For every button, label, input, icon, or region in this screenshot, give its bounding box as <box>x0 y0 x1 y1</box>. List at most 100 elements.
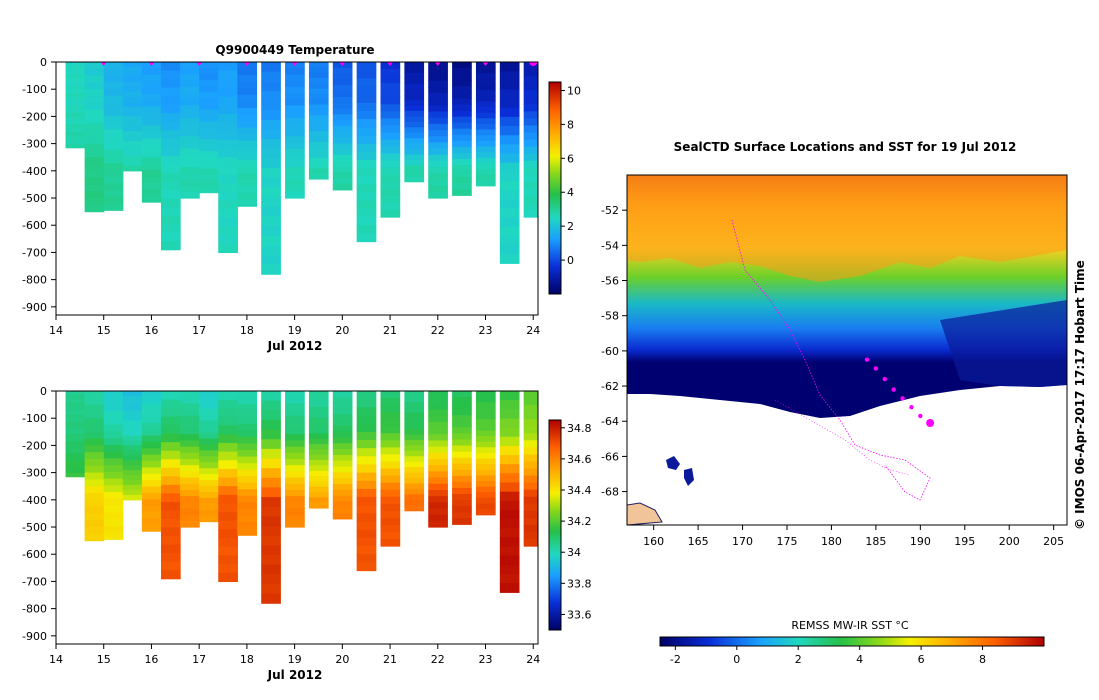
profile-cell <box>84 418 105 426</box>
profile-cell <box>523 153 538 162</box>
profile-cell <box>237 153 258 161</box>
profile-cell <box>499 71 520 81</box>
profile-cell <box>452 134 472 142</box>
profile-cell <box>180 179 200 187</box>
profile-cell <box>65 124 86 129</box>
profile-cell <box>380 539 401 547</box>
profile-cell <box>452 391 472 398</box>
profile-cell <box>452 68 472 75</box>
profile-cell <box>218 477 238 487</box>
profile-cell <box>84 520 105 528</box>
profile-cell <box>65 128 86 133</box>
profile-cell <box>199 103 219 111</box>
profile-cell <box>308 147 329 153</box>
profile-cell <box>103 431 124 439</box>
profile-cell <box>261 197 281 208</box>
profile-column <box>499 391 520 593</box>
profile-cell <box>237 495 258 504</box>
profile-cell <box>103 142 124 151</box>
profile-cell <box>285 80 305 88</box>
profile-cell <box>103 444 124 453</box>
profile-marker <box>148 62 155 66</box>
x-tick-label: 15 <box>97 653 111 666</box>
profile-cell <box>103 190 124 198</box>
profile-cell <box>523 391 538 399</box>
profile-cell <box>499 436 520 447</box>
y-tick-label: -100 <box>22 83 47 96</box>
temperature-colorbar-ticks: 0 2 4 6 8 10 <box>561 84 581 267</box>
profile-cell <box>356 488 377 498</box>
profile-marker <box>482 62 489 66</box>
salinity-y-axis: 0 -100 -200 -300 -400 -500 -600 -700 -800 -900 <box>22 385 56 643</box>
profile-cell <box>160 416 181 426</box>
profile-cell <box>356 415 377 425</box>
profile-cell <box>218 200 238 210</box>
profile-cell <box>452 500 472 507</box>
profile-cell <box>452 92 472 99</box>
profile-cell <box>237 173 258 181</box>
profile-cell <box>356 497 377 506</box>
sst-colorbar-tick-label: 0 <box>733 653 740 666</box>
profile-cell <box>428 391 448 398</box>
profile-cell <box>428 520 448 528</box>
profile-cell <box>237 140 258 148</box>
profile-cell <box>332 120 353 127</box>
profile-cell <box>84 109 105 118</box>
profile-cell <box>199 115 219 122</box>
profile-cell <box>237 179 258 188</box>
profile-cell <box>237 75 258 83</box>
profile-cell <box>84 391 105 399</box>
profile-cell <box>237 522 258 530</box>
profile-cell <box>84 404 105 413</box>
profile-cell <box>65 422 86 427</box>
profile-column <box>160 391 181 580</box>
y-tick-label: -900 <box>22 301 47 314</box>
profile-cell <box>428 483 448 491</box>
x-tick-label: 14 <box>49 324 63 337</box>
profile-cell <box>122 160 143 167</box>
profile-cell <box>452 475 472 483</box>
x-tick-label: 17 <box>192 653 206 666</box>
profile-cell <box>475 118 496 125</box>
profile-cell <box>380 517 401 526</box>
profile-cell <box>180 446 200 454</box>
profile-cell <box>308 454 329 461</box>
sst-cold-patch <box>940 300 1067 387</box>
profile-cell <box>523 160 538 169</box>
profile-cell <box>199 444 219 451</box>
profile-cell <box>65 143 86 149</box>
profile-cell <box>261 583 281 595</box>
profile-cell <box>103 519 124 527</box>
profile-cell <box>218 391 238 401</box>
profile-cell <box>452 177 472 184</box>
profile-cell <box>122 489 143 496</box>
profile-cell <box>499 455 520 465</box>
profile-column <box>499 62 520 264</box>
profile-cell <box>428 123 448 131</box>
profile-cell <box>122 121 143 127</box>
profile-cell <box>285 428 305 435</box>
profile-cell <box>452 439 472 447</box>
profile-cell <box>160 433 181 443</box>
profile-cell <box>428 397 448 404</box>
profile-cell <box>356 200 377 210</box>
profile-cell <box>308 125 329 132</box>
profile-cell <box>261 139 281 150</box>
profile-cell <box>285 477 305 485</box>
profile-cell <box>499 491 520 502</box>
profile-cell <box>332 483 353 491</box>
x-tick-label: 21 <box>383 653 397 666</box>
profile-cell <box>218 122 238 132</box>
profile-cell <box>199 62 219 69</box>
profile-cell <box>84 425 105 433</box>
profile-cell <box>180 496 200 503</box>
profile-cell <box>122 455 143 461</box>
profile-cell <box>199 109 219 117</box>
profile-cell <box>404 67 425 74</box>
profile-cell <box>380 132 401 141</box>
profile-column <box>103 391 124 540</box>
profile-cell <box>452 403 472 410</box>
profile-cell <box>404 110 425 118</box>
map-y-tick-label: -60 <box>601 345 619 358</box>
profile-cell <box>499 500 520 511</box>
